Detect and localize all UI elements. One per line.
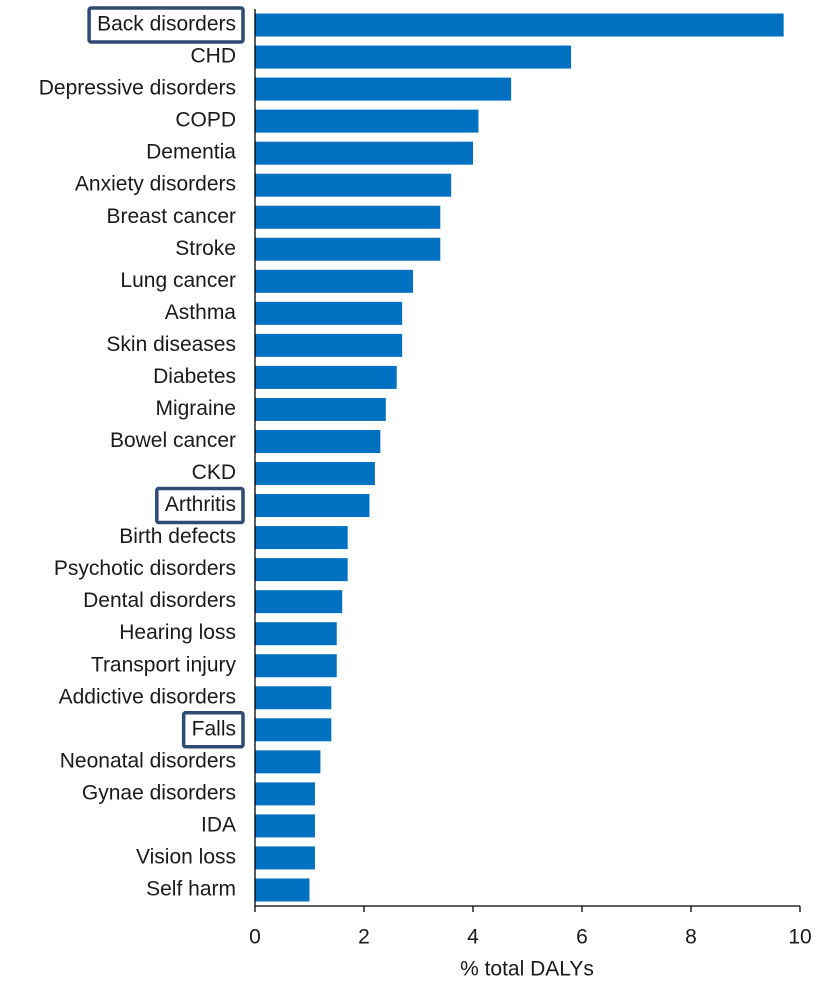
y-tick-label: Back disorders	[97, 13, 236, 36]
y-tick-label: IDA	[201, 813, 236, 836]
bar	[255, 846, 315, 870]
bar	[255, 718, 332, 742]
bar	[255, 878, 310, 902]
highlight-box	[155, 486, 245, 525]
y-tick-label: Skin diseases	[106, 333, 236, 356]
bar	[255, 622, 337, 646]
y-tick-label: Neonatal disorders	[60, 749, 236, 772]
x-tick-label: 2	[358, 926, 370, 949]
highlight-box	[87, 6, 245, 44]
bar	[255, 13, 784, 37]
bar	[255, 782, 315, 806]
bar	[255, 526, 348, 550]
x-tick-label: 0	[249, 926, 261, 949]
y-tick-label: COPD	[175, 109, 236, 132]
bar	[255, 814, 315, 838]
bar	[255, 462, 375, 486]
x-axis-title: % total DALYs	[460, 958, 594, 981]
bar	[255, 590, 343, 614]
bar	[255, 109, 479, 133]
bar	[255, 205, 441, 229]
bar	[255, 429, 381, 453]
y-tick-label: CHD	[191, 45, 237, 68]
bar	[255, 494, 370, 518]
bar	[255, 686, 332, 710]
bar	[255, 333, 403, 357]
y-tick-label: Migraine	[155, 397, 236, 420]
y-tick-label: Dental disorders	[83, 589, 236, 612]
y-tick-label: Bowel cancer	[110, 429, 236, 452]
y-tick-label: Birth defects	[119, 525, 236, 548]
y-tick-label: Anxiety disorders	[75, 173, 236, 196]
x-tick-label: 10	[788, 926, 811, 949]
bar	[255, 654, 337, 678]
y-tick-label: Vision loss	[136, 845, 236, 868]
y-tick-label: Addictive disorders	[59, 685, 236, 708]
y-tick-label: Depressive disorders	[39, 77, 236, 100]
x-tick-label: 6	[576, 926, 588, 949]
y-tick-label: Psychotic disorders	[54, 557, 236, 580]
bar	[255, 173, 452, 197]
x-tick-label: 4	[467, 926, 479, 949]
highlight-box	[181, 711, 245, 749]
bar	[255, 397, 386, 421]
y-tick-label: Stroke	[175, 237, 236, 260]
y-tick-label: Gynae disorders	[82, 781, 236, 804]
bar	[255, 141, 473, 165]
y-tick-label: Transport injury	[91, 653, 237, 676]
y-tick-label: Lung cancer	[120, 269, 236, 292]
y-tick-label: Breast cancer	[106, 205, 236, 228]
x-tick-label: 8	[685, 926, 697, 949]
bar	[255, 237, 441, 261]
y-tick-label: Self harm	[146, 878, 236, 901]
bar	[255, 269, 414, 293]
y-tick-label: Dementia	[146, 141, 236, 164]
bar	[255, 558, 348, 582]
y-tick-label: Hearing loss	[119, 621, 236, 644]
y-tick-label: CKD	[192, 461, 236, 484]
y-tick-label: Arthritis	[165, 493, 236, 516]
y-tick-label: Asthma	[165, 301, 237, 324]
y-tick-label: Falls	[192, 717, 236, 740]
y-tick-label: Diabetes	[153, 365, 236, 388]
bar	[255, 301, 403, 325]
bar	[255, 365, 397, 389]
bar	[255, 45, 572, 69]
bar	[255, 77, 512, 101]
bar	[255, 750, 321, 774]
